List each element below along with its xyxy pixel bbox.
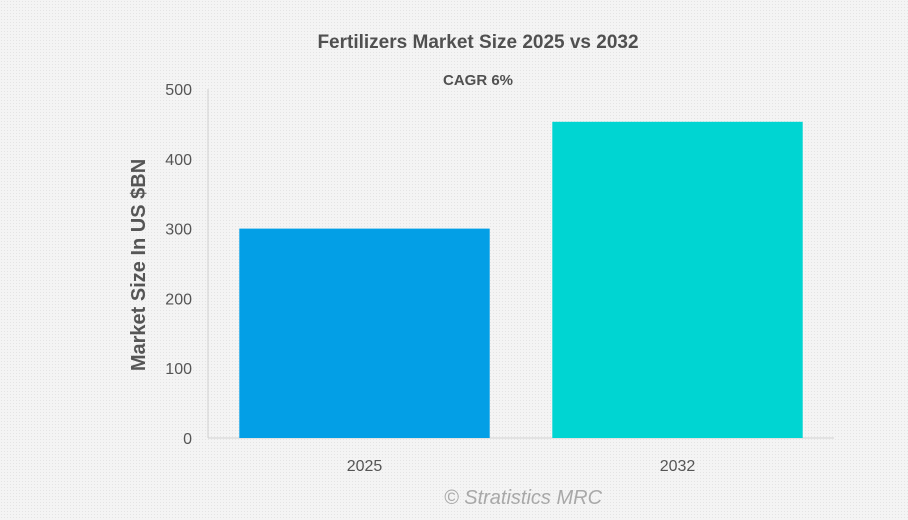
chart-subtitle: CAGR 6% [443,72,513,89]
bar-2025 [239,228,490,438]
x-tick-label: 2025 [347,458,383,475]
y-tick-label: 200 [165,291,192,308]
y-tick-label: 400 [165,152,192,169]
x-tick-label: 2032 [660,458,696,475]
y-axis-label: Market Size In US $BN [128,159,150,371]
bar-2032 [552,121,803,438]
x-axis-ticks: 2025 2032 [347,458,696,475]
y-tick-label: 0 [183,431,192,448]
bars [239,121,803,438]
watermark: © Stratistics MRC [444,487,603,509]
y-tick-label: 100 [165,361,192,378]
chart-title: Fertilizers Market Size 2025 vs 2032 [317,32,638,53]
y-axis-ticks: 0 100 200 300 400 500 [165,82,192,448]
y-tick-label: 300 [165,222,192,239]
y-tick-label: 500 [165,82,192,99]
